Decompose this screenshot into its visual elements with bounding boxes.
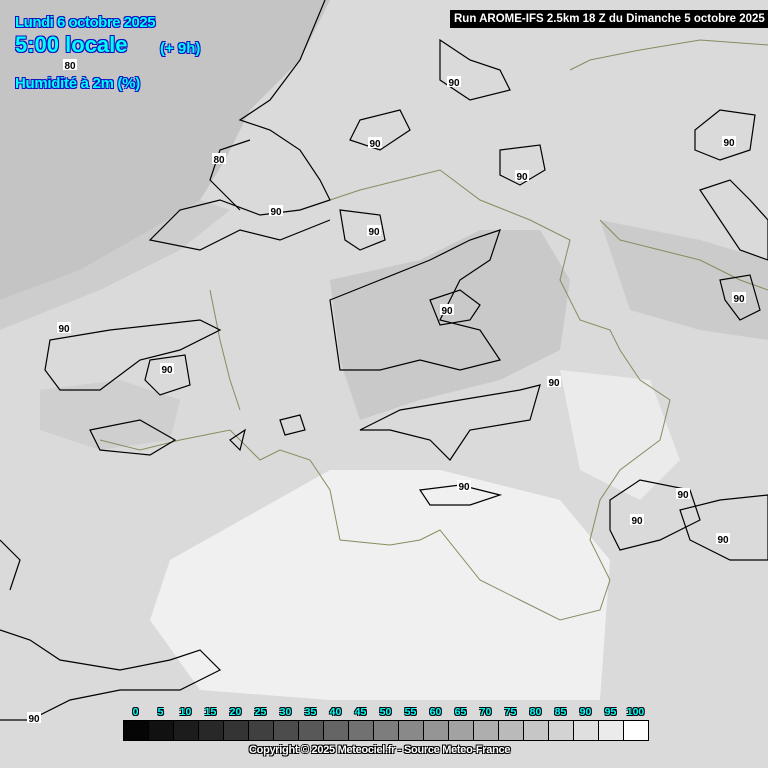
contour-label-bg	[367, 225, 381, 236]
contour-label-bg	[447, 76, 461, 87]
legend-tick: 50	[379, 706, 392, 718]
contour-label: 90	[458, 482, 470, 493]
contour-label: 90	[161, 365, 173, 376]
contour-label: 90	[448, 78, 460, 89]
sea-shallow	[0, 200, 230, 330]
contour-label: 90	[369, 139, 381, 150]
legend-swatch	[149, 721, 174, 740]
forecast-offset: (+ 9h)	[160, 40, 201, 57]
legend-swatch	[349, 721, 374, 740]
dry-area-east	[560, 370, 680, 500]
contour-label: 80	[64, 61, 76, 72]
legend-swatch	[424, 721, 449, 740]
contour-labels: 80 80 90 90 90 90 90 90 90 90 90 90 90 90 90 90 90 90	[27, 59, 746, 725]
contour-label-bg	[160, 363, 174, 374]
legend-tick: 15	[204, 706, 217, 718]
legend-bar	[123, 720, 649, 741]
legend-tick: 35	[304, 706, 317, 718]
contour-label: 80	[213, 155, 225, 166]
contour-label-bg	[269, 205, 283, 216]
legend-tick: 25	[254, 706, 267, 718]
legend-tick: 100	[626, 706, 645, 718]
contour-label-bg	[63, 59, 77, 70]
run-info: Run AROME-IFS 2.5km 18 Z du Dimanche 5 o…	[450, 10, 768, 28]
dry-area-south	[150, 470, 610, 700]
legend-swatch	[199, 721, 224, 740]
legend-tick: 70	[479, 706, 492, 718]
contour-label-bg	[368, 137, 382, 148]
contours	[0, 0, 768, 721]
legend-swatch	[549, 721, 574, 740]
contour-label: 90	[631, 516, 643, 527]
contour-label: 90	[733, 294, 745, 305]
contour-label-bg	[716, 533, 730, 544]
legend-swatch	[474, 721, 499, 740]
parameter-title: Humidité à 2m (%)	[15, 75, 140, 92]
borders	[99, 39, 768, 621]
contour-label: 90	[677, 490, 689, 501]
contour-label-bg	[630, 514, 644, 525]
contour-label: 90	[58, 324, 70, 335]
contour-label: 90	[548, 378, 560, 389]
legend-tick: 85	[554, 706, 567, 718]
contour-label-bg	[732, 292, 746, 303]
humid-area-east	[600, 220, 768, 340]
contour-label-bg	[676, 488, 690, 499]
legend-tick: 0	[132, 706, 139, 718]
legend-swatch	[324, 721, 349, 740]
contour-label-bg	[27, 712, 41, 723]
legend-swatch	[249, 721, 274, 740]
contour-label-bg	[457, 480, 471, 491]
contour-label: 90	[723, 138, 735, 149]
contour-label-bg	[547, 376, 561, 387]
contour-label: 90	[270, 207, 282, 218]
legend-swatch	[299, 721, 324, 740]
legend-tick: 20	[229, 706, 242, 718]
contour-label: 90	[28, 714, 40, 725]
legend-swatch	[174, 721, 199, 740]
legend-swatch	[499, 721, 524, 740]
legend-swatch	[624, 721, 648, 740]
contour-label: 90	[441, 306, 453, 317]
forecast-time: 5:00 locale	[15, 32, 128, 57]
contour-label: 90	[516, 172, 528, 183]
legend-tick: 95	[604, 706, 617, 718]
contour-label-bg	[722, 136, 736, 147]
legend-tick: 65	[454, 706, 467, 718]
legend-tick: 40	[329, 706, 342, 718]
contour-label-bg	[440, 304, 454, 315]
humid-area-west	[40, 380, 180, 450]
legend-tick: 75	[504, 706, 517, 718]
legend-swatch	[124, 721, 149, 740]
contour-label-bg	[212, 153, 226, 164]
legend-tick: 55	[404, 706, 417, 718]
contour-label-bg	[515, 170, 529, 181]
legend-swatch	[449, 721, 474, 740]
legend-swatch	[274, 721, 299, 740]
legend-swatch	[524, 721, 549, 740]
contour-label: 90	[368, 227, 380, 238]
sea-area	[0, 0, 330, 300]
legend-tick: 90	[579, 706, 592, 718]
legend-swatch	[399, 721, 424, 740]
legend-swatch	[224, 721, 249, 740]
legend-tick: 10	[179, 706, 192, 718]
legend-tick: 60	[429, 706, 442, 718]
legend-tick: 30	[279, 706, 292, 718]
copyright: Copyright © 2025 Meteociel.fr - Source M…	[249, 744, 511, 756]
legend-swatch	[599, 721, 624, 740]
contour-label: 90	[717, 535, 729, 546]
humid-area-center	[330, 230, 570, 420]
contour-label-bg	[57, 322, 71, 333]
legend-tick: 45	[354, 706, 367, 718]
legend-tick: 80	[529, 706, 542, 718]
legend-swatch	[574, 721, 599, 740]
legend-swatch	[374, 721, 399, 740]
legend-tick: 5	[157, 706, 164, 718]
forecast-date: Lundi 6 octobre 2025	[15, 14, 156, 31]
